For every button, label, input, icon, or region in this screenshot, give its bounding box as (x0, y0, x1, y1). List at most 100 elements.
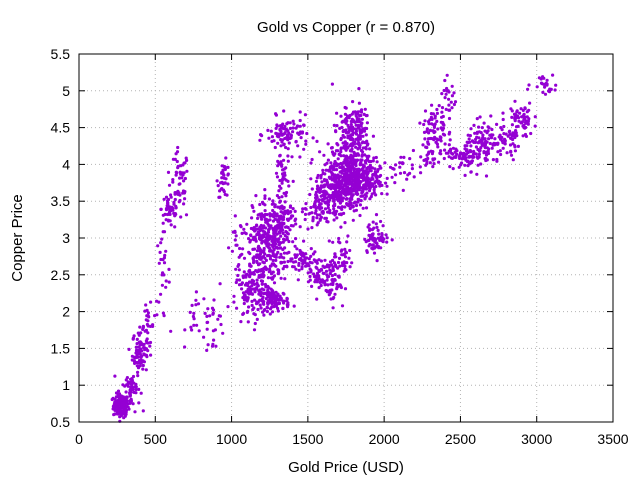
scatter-point (357, 125, 361, 129)
scatter-point (234, 267, 238, 271)
scatter-point (371, 173, 375, 177)
scatter-point (348, 126, 352, 130)
scatter-point (335, 285, 339, 289)
scatter-point (484, 174, 489, 178)
scatter-point (300, 267, 304, 271)
scatter-point (247, 250, 251, 254)
scatter-point (260, 217, 264, 221)
scatter-point (537, 76, 542, 80)
scatter-point (375, 169, 380, 173)
scatter-point (446, 151, 450, 155)
scatter-point (255, 287, 259, 291)
scatter-point (317, 268, 321, 272)
scatter-point (419, 171, 423, 175)
scatter-point (340, 175, 345, 179)
scatter-point (347, 175, 352, 179)
scatter-point (476, 141, 480, 145)
scatter-point (309, 161, 313, 165)
scatter-point (452, 102, 456, 107)
scatter-point (177, 182, 181, 186)
scatter-point (489, 114, 493, 118)
scatter-point (276, 159, 280, 163)
scatter-point (339, 249, 343, 253)
scatter-point (529, 131, 533, 136)
scatter-point (432, 138, 436, 142)
scatter-point (182, 161, 186, 165)
scatter-point (345, 146, 350, 150)
scatter-point (449, 156, 453, 160)
scatter-point (120, 405, 125, 409)
scatter-point (286, 259, 290, 264)
scatter-point (156, 244, 160, 248)
scatter-point (326, 158, 330, 162)
scatter-point (374, 241, 378, 245)
scatter-point (482, 151, 486, 155)
scatter-point (321, 190, 325, 194)
scatter-point (241, 275, 245, 280)
scatter-point (315, 259, 319, 263)
scatter-point (350, 175, 354, 179)
scatter-point (339, 284, 343, 288)
scatter-point (359, 194, 363, 198)
scatter-point (159, 241, 163, 245)
scatter-point (119, 396, 123, 400)
scatter-point (443, 96, 447, 100)
scatter-point (354, 123, 358, 127)
scatter-point (308, 211, 312, 215)
scatter-point (274, 171, 279, 175)
scatter-point (350, 261, 354, 265)
scatter-point (356, 187, 360, 191)
scatter-point (337, 236, 341, 241)
scatter-point (508, 129, 512, 133)
scatter-point (336, 173, 340, 177)
scatter-point (412, 175, 416, 179)
scatter-point (294, 126, 298, 130)
scatter-point (371, 232, 375, 236)
scatter-point (194, 303, 198, 307)
scatter-point (268, 264, 272, 268)
scatter-point (136, 374, 140, 378)
scatter-point (509, 153, 514, 157)
scatter-point (270, 305, 274, 309)
scatter-point (365, 139, 369, 143)
scatter-point (214, 344, 218, 348)
scatter-point (258, 212, 262, 216)
scatter-point (139, 391, 143, 395)
scatter-point (410, 167, 414, 171)
scatter-point (220, 187, 224, 191)
scatter-point (320, 210, 324, 214)
scatter-point (303, 260, 307, 264)
scatter-point (287, 141, 291, 145)
scatter-point (277, 243, 281, 247)
scatter-point (224, 156, 228, 160)
scatter-point (357, 87, 361, 91)
scatter-point (179, 164, 183, 168)
scatter-point (265, 293, 269, 297)
scatter-point (339, 146, 343, 150)
scatter-point (291, 179, 295, 183)
scatter-point (335, 124, 339, 128)
scatter-point (267, 246, 271, 250)
scatter-point (337, 152, 341, 156)
scatter-point (276, 205, 280, 209)
scatter-point (513, 99, 517, 103)
scatter-point (238, 246, 242, 251)
scatter-point (123, 407, 127, 411)
scatter-point (240, 287, 244, 291)
scatter-point (330, 150, 335, 154)
scatter-point (354, 186, 358, 190)
scatter-point (134, 345, 138, 349)
scatter-point (304, 252, 308, 256)
scatter-point (178, 198, 182, 203)
scatter-point (257, 244, 261, 248)
scatter-point (305, 131, 309, 136)
scatter-point (371, 246, 375, 250)
scatter-point (367, 154, 371, 158)
scatter-point (263, 188, 267, 192)
scatter-point (276, 272, 280, 276)
scatter-point (220, 180, 224, 184)
y-tick-label: 5 (62, 83, 70, 99)
scatter-point (262, 313, 266, 317)
scatter-point (146, 349, 150, 353)
scatter-point (266, 128, 270, 132)
